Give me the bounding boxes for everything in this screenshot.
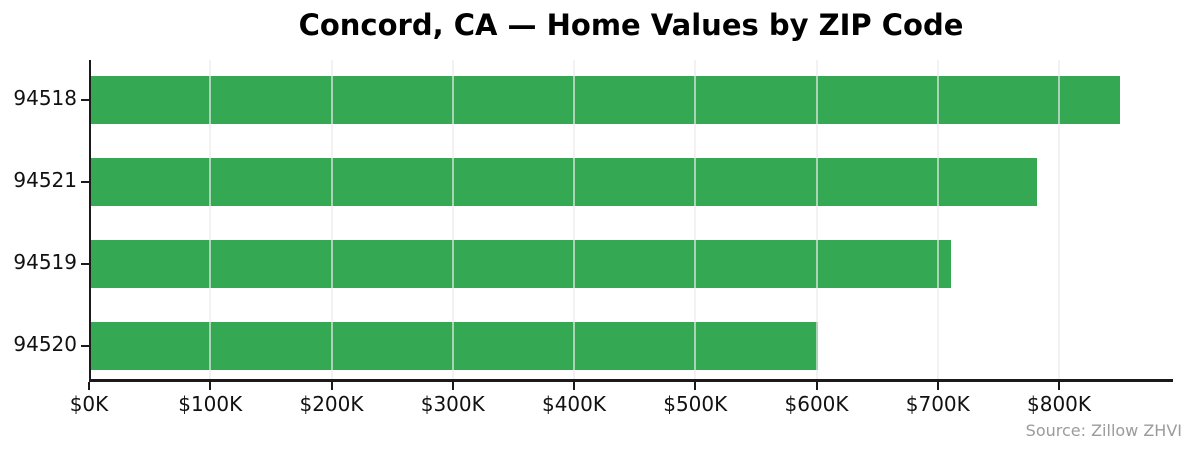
x-tick-label-$100K: $100K xyxy=(178,392,243,416)
x-tick-label-$300K: $300K xyxy=(420,392,485,416)
y-tick-94519 xyxy=(81,262,89,265)
gridline-$700K xyxy=(936,60,939,382)
gridline-$200K xyxy=(330,60,333,382)
source-note: Source: Zillow ZHVI xyxy=(1025,421,1182,440)
gridline-$500K xyxy=(694,60,697,382)
x-tick-$300K xyxy=(451,382,454,390)
x-tick-label-$600K: $600K xyxy=(784,392,849,416)
y-tick-94521 xyxy=(81,180,89,183)
x-tick-$400K xyxy=(573,382,575,390)
bar-94521 xyxy=(89,157,1038,206)
bar-94518 xyxy=(89,75,1120,124)
x-tick-label-$0K: $0K xyxy=(69,392,109,416)
y-tick-label-94519: 94519 xyxy=(13,249,77,274)
x-tick-$0K xyxy=(88,382,90,390)
y-tick-label-94521: 94521 xyxy=(13,167,77,192)
x-tick-label-$800K: $800K xyxy=(1027,392,1092,416)
gridline-$100K xyxy=(209,60,212,382)
x-tick-label-$400K: $400K xyxy=(541,392,606,416)
gridline-$300K xyxy=(451,60,454,382)
y-tick-94518 xyxy=(81,98,89,101)
x-tick-$500K xyxy=(694,382,697,390)
chart-title: Concord, CA — Home Values by ZIP Code xyxy=(298,8,964,42)
bar-94519 xyxy=(89,239,952,288)
x-tick-label-$200K: $200K xyxy=(299,392,364,416)
x-tick-$100K xyxy=(209,382,212,390)
y-tick-94520 xyxy=(81,344,89,347)
gridline-$800K xyxy=(1058,60,1061,382)
x-tick-$200K xyxy=(330,382,333,390)
y-tick-label-94518: 94518 xyxy=(13,85,77,110)
plot-area xyxy=(89,60,1173,382)
x-tick-$700K xyxy=(936,382,939,390)
x-tick-label-$500K: $500K xyxy=(663,392,728,416)
y-tick-label-94520: 94520 xyxy=(13,331,77,356)
x-tick-label-$700K: $700K xyxy=(905,392,970,416)
x-tick-$800K xyxy=(1058,382,1061,390)
gridline-$600K xyxy=(815,60,818,382)
gridline-$400K xyxy=(573,60,575,382)
x-tick-$600K xyxy=(815,382,818,390)
